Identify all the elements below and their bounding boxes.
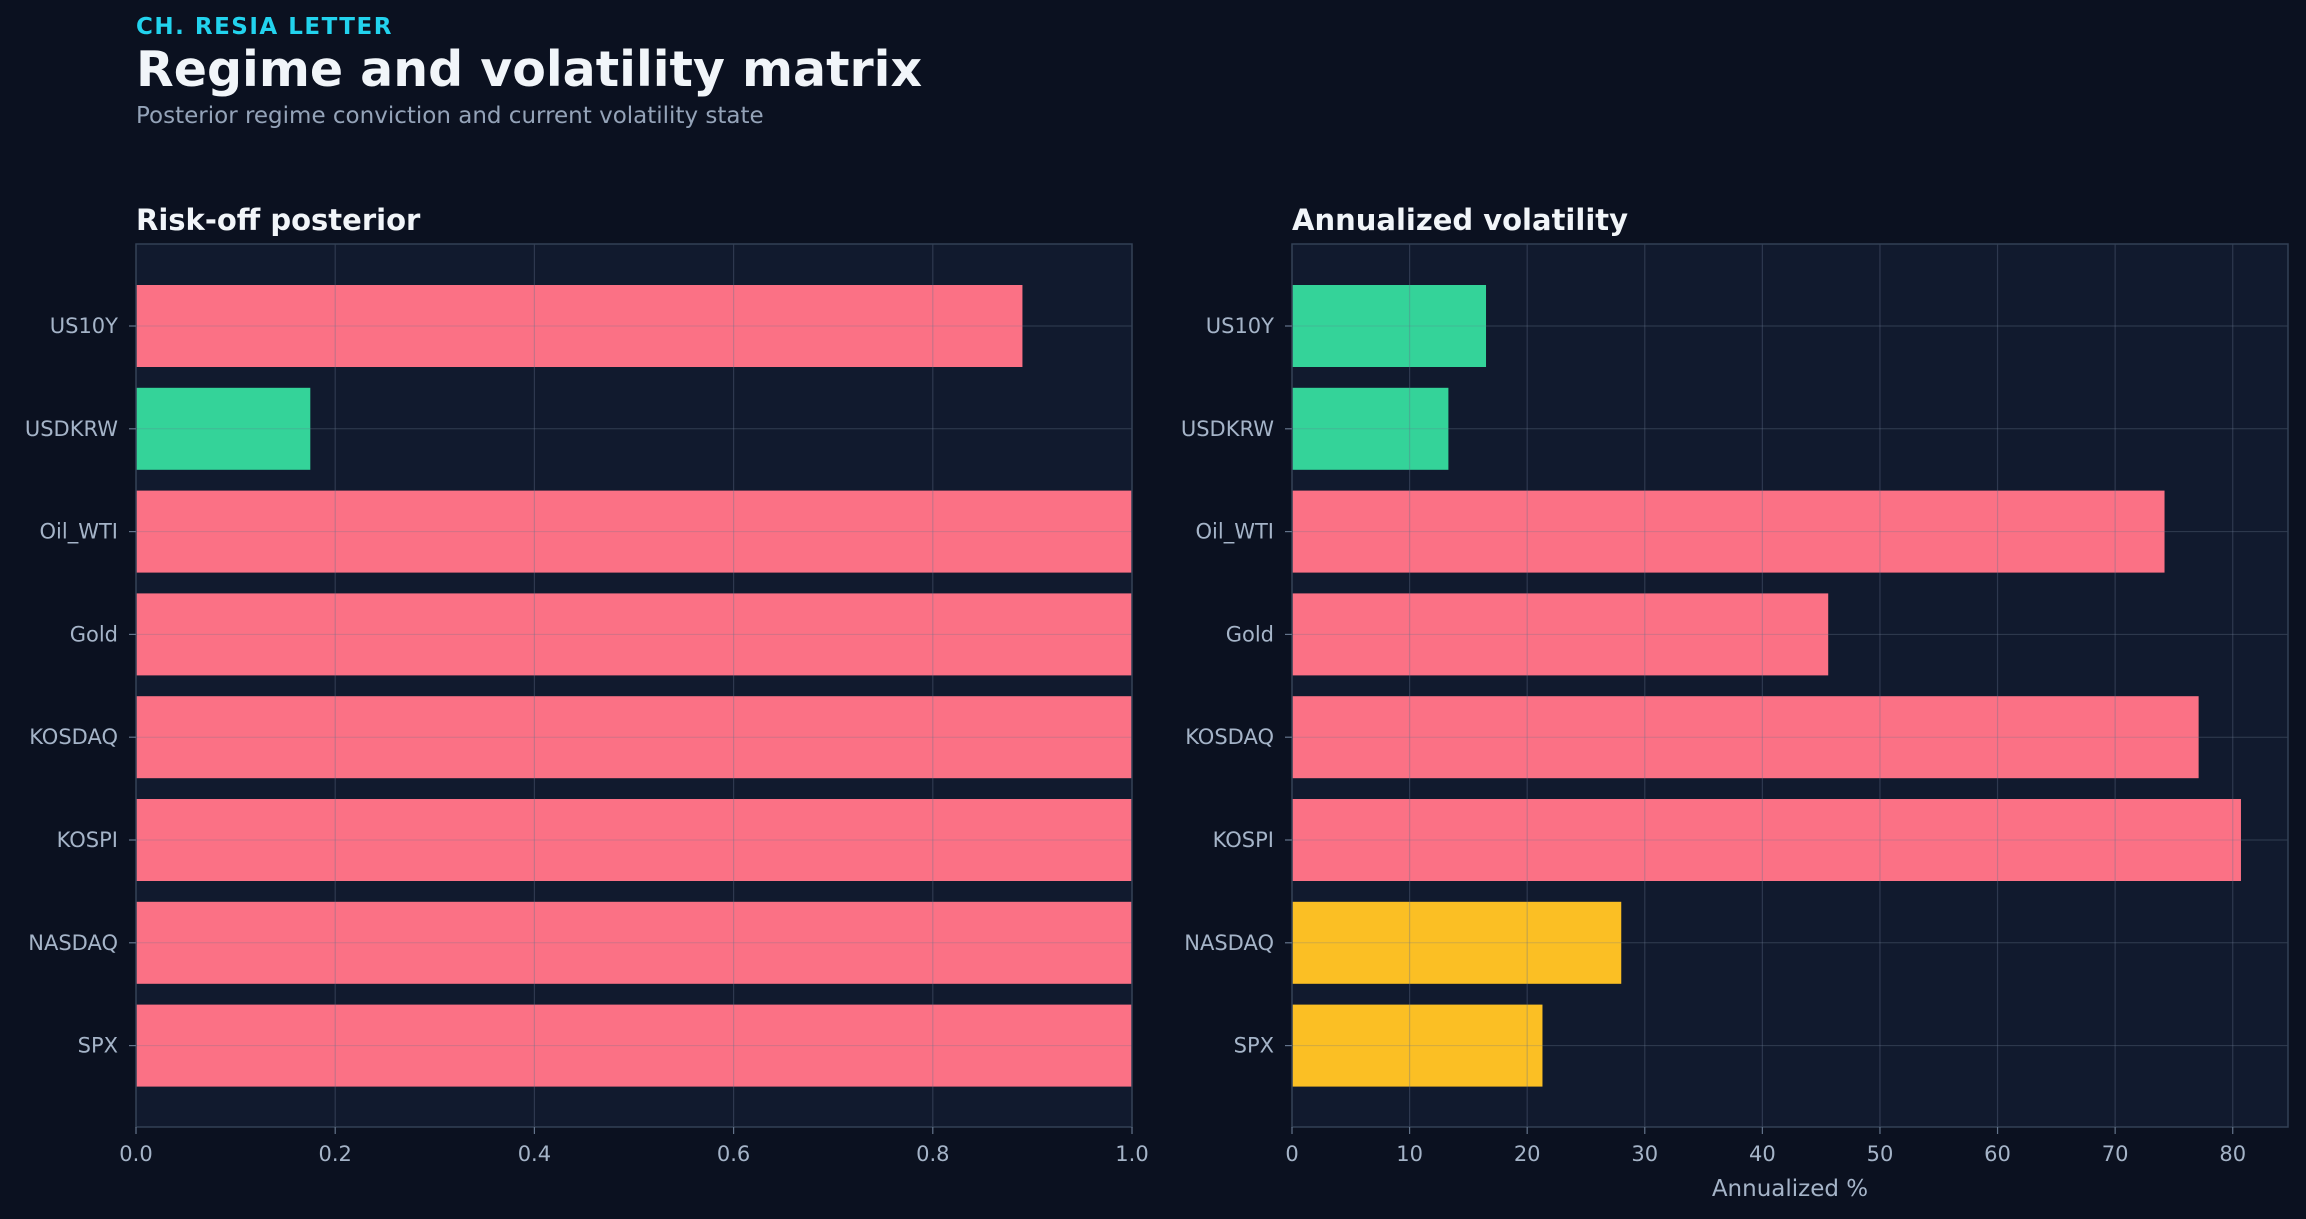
y-tick-label: USDKRW [25, 417, 118, 441]
bar-kosdaq [1292, 696, 2199, 779]
y-tick-label: KOSPI [1213, 828, 1274, 852]
bar-oil-wti [136, 490, 1132, 573]
bar-usdkrw [136, 387, 311, 470]
bar-kosdaq [136, 696, 1132, 779]
annualized-volatility-chart: Annualized volatility US10Y USDKRW Oil_WTI G… [1181, 203, 2289, 1202]
page-subtitle: Posterior regime conviction and current … [136, 103, 764, 129]
x-tick-label: 30 [1631, 1142, 1658, 1166]
x-tick-label: 0.2 [318, 1142, 351, 1166]
x-tick-label: 0.8 [916, 1142, 949, 1166]
bar-us10y [1292, 285, 1487, 367]
x-tick-label: 20 [1514, 1142, 1541, 1166]
bar-gold [136, 593, 1132, 676]
x-tick-label: 60 [1984, 1142, 2011, 1166]
plot-area [136, 244, 1132, 1127]
plot-frame [135, 243, 1133, 1128]
plot-frame [1291, 243, 2289, 1128]
y-tick-label: KOSDAQ [29, 725, 118, 749]
report-kicker: CH. RESIA LETTER [136, 14, 393, 40]
x-tick-label: 1.0 [1115, 1142, 1148, 1166]
y-tick-label: US10Y [1206, 314, 1274, 338]
bar-kospi [136, 799, 1132, 881]
x-axis-label: Annualized % [1712, 1176, 1868, 1202]
y-tick-label: SPX [78, 1034, 118, 1058]
bar-kospi [1292, 799, 2241, 881]
y-tick-label: USDKRW [1181, 417, 1274, 441]
bar-usdkrw [1292, 387, 1449, 470]
page-title: Regime and volatility matrix [136, 41, 923, 98]
y-tick-label: US10Y [50, 314, 118, 338]
x-tick-label: 50 [1867, 1142, 1894, 1166]
bar-spx [136, 1004, 1132, 1087]
bar-nasdaq [136, 901, 1132, 984]
risk-off-posterior-chart: Risk-off posterior US10Y USDKRW Oil_WTI Gold… [25, 203, 1149, 1166]
bar-gold [1292, 593, 1829, 676]
bar-spx [1292, 1004, 1543, 1087]
chart-title: Risk-off posterior [136, 203, 421, 237]
y-tick-label: Oil_WTI [1196, 520, 1274, 545]
x-tick-label: 0.0 [119, 1142, 152, 1166]
y-tick-label: Oil_WTI [40, 520, 118, 545]
y-tick-label: NASDAQ [28, 931, 118, 955]
plot-area [1292, 244, 2288, 1127]
y-tick-label: KOSPI [57, 828, 118, 852]
bar-nasdaq [1292, 901, 1622, 984]
x-tick-label: 0.4 [518, 1142, 551, 1166]
y-tick-label: SPX [1234, 1034, 1274, 1058]
y-tick-label: Gold [70, 622, 118, 646]
bar-us10y [136, 285, 1023, 367]
y-tick-label: Gold [1226, 622, 1274, 646]
x-tick-label: 0 [1285, 1142, 1298, 1166]
x-tick-label: 10 [1396, 1142, 1423, 1166]
y-tick-label: NASDAQ [1184, 931, 1274, 955]
x-tick-label: 0.6 [717, 1142, 750, 1166]
x-tick-label: 40 [1749, 1142, 1776, 1166]
bar-oil-wti [1292, 490, 2165, 573]
chart-title: Annualized volatility [1292, 203, 1628, 237]
x-tick-label: 70 [2102, 1142, 2129, 1166]
y-tick-label: KOSDAQ [1185, 725, 1274, 749]
x-tick-label: 80 [2219, 1142, 2246, 1166]
